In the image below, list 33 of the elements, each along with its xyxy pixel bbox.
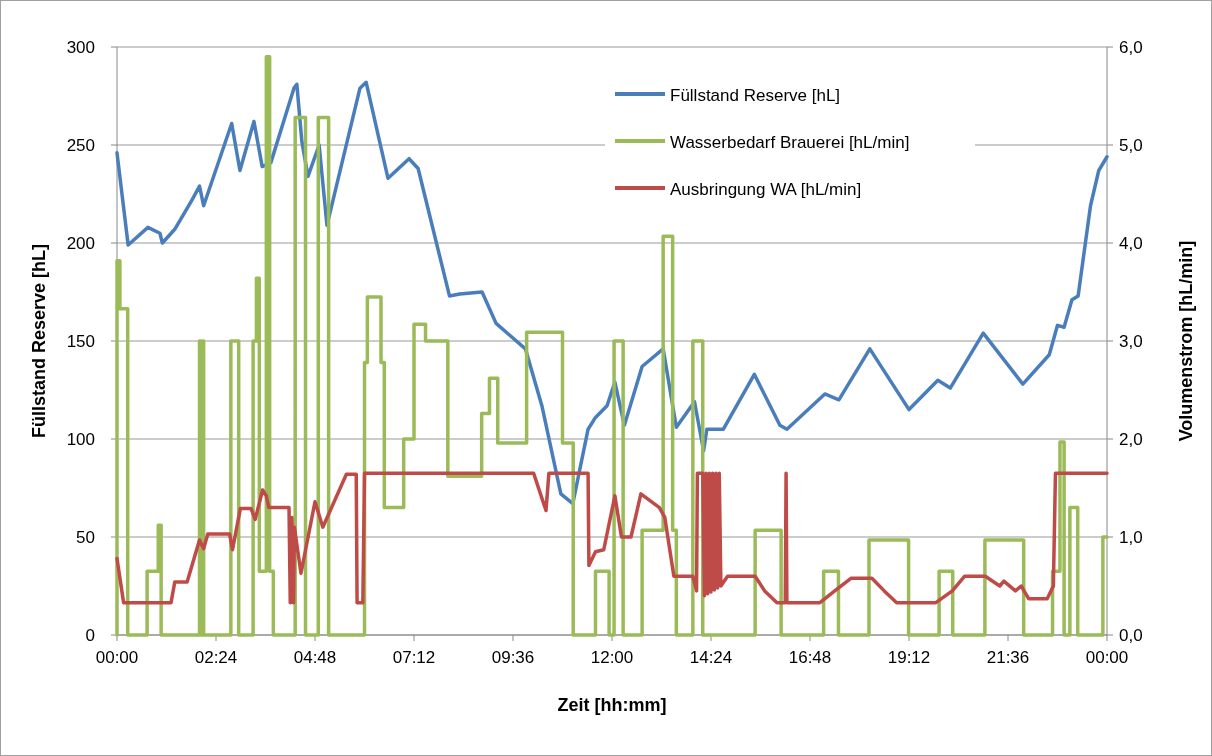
x-tick-label: 04:48 bbox=[293, 648, 337, 667]
legend-label: Wasserbedarf Brauerei [hL/min] bbox=[670, 133, 910, 152]
x-tick-label: 09:36 bbox=[491, 648, 535, 667]
y2-tick-label: 3,0 bbox=[1119, 332, 1143, 351]
y2-tick-label: 0,0 bbox=[1119, 626, 1143, 645]
x-axis-title: Zeit [hh:mm] bbox=[557, 695, 667, 715]
legend-label: Ausbringung WA [hL/min] bbox=[670, 180, 862, 199]
x-tick-label: 14:24 bbox=[689, 648, 733, 667]
y-tick-label: 100 bbox=[66, 430, 95, 449]
y-tick-label: 300 bbox=[66, 38, 95, 57]
line-series bbox=[115, 471, 1109, 605]
y2-axis-title: Volumenstrom [hL/min] bbox=[1176, 240, 1196, 442]
y2-tick-label: 6,0 bbox=[1119, 38, 1143, 57]
x-tick-label: 12:00 bbox=[590, 648, 634, 667]
x-tick-label: 07:12 bbox=[392, 648, 436, 667]
y-tick-label: 250 bbox=[66, 136, 95, 155]
y2-tick-label: 2,0 bbox=[1119, 430, 1143, 449]
y-tick-label: 150 bbox=[66, 332, 95, 351]
line-series bbox=[115, 80, 1109, 506]
y2-tick-label: 5,0 bbox=[1119, 136, 1143, 155]
x-tick-label: 19:12 bbox=[887, 648, 931, 667]
x-tick-label: 21:36 bbox=[986, 648, 1030, 667]
y-tick-label: 200 bbox=[66, 234, 95, 253]
y-tick-label: 0 bbox=[85, 626, 95, 645]
x-tick-label: 16:48 bbox=[788, 648, 832, 667]
x-tick-label: 00:00 bbox=[1085, 648, 1129, 667]
x-tick-label: 00:00 bbox=[95, 648, 139, 667]
y-axis-title: Füllstand Reserve [hL] bbox=[29, 243, 49, 439]
y2-tick-label: 4,0 bbox=[1119, 234, 1143, 253]
y2-tick-label: 1,0 bbox=[1119, 528, 1143, 547]
x-tick-label: 02:24 bbox=[194, 648, 238, 667]
legend-label: Füllstand Reserve [hL] bbox=[670, 86, 841, 105]
y-tick-label: 50 bbox=[76, 528, 95, 547]
